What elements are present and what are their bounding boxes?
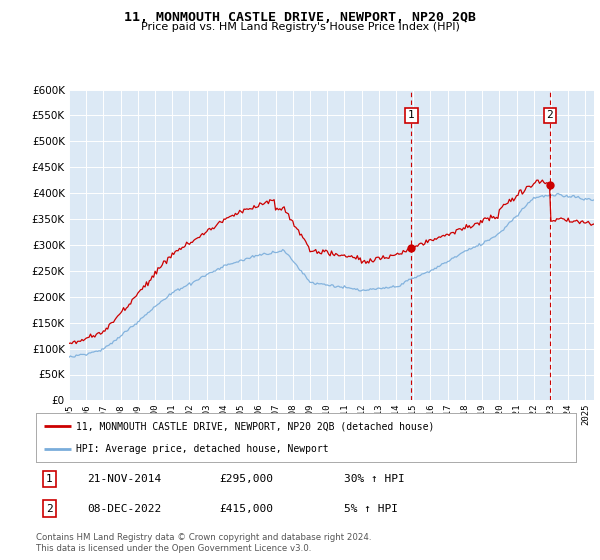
Text: 1: 1	[408, 110, 415, 120]
Text: 11, MONMOUTH CASTLE DRIVE, NEWPORT, NP20 2QB (detached house): 11, MONMOUTH CASTLE DRIVE, NEWPORT, NP20…	[77, 421, 435, 431]
Text: 2: 2	[547, 110, 553, 120]
Text: Contains HM Land Registry data © Crown copyright and database right 2024.
This d: Contains HM Land Registry data © Crown c…	[36, 533, 371, 553]
Text: Price paid vs. HM Land Registry's House Price Index (HPI): Price paid vs. HM Land Registry's House …	[140, 22, 460, 32]
Text: 5% ↑ HPI: 5% ↑ HPI	[344, 503, 398, 514]
Text: 21-NOV-2014: 21-NOV-2014	[88, 474, 161, 484]
Text: 1: 1	[46, 474, 53, 484]
Text: HPI: Average price, detached house, Newport: HPI: Average price, detached house, Newp…	[77, 444, 329, 454]
Text: £295,000: £295,000	[220, 474, 274, 484]
Text: 2: 2	[46, 503, 53, 514]
Text: 08-DEC-2022: 08-DEC-2022	[88, 503, 161, 514]
Text: 11, MONMOUTH CASTLE DRIVE, NEWPORT, NP20 2QB: 11, MONMOUTH CASTLE DRIVE, NEWPORT, NP20…	[124, 11, 476, 24]
Text: 30% ↑ HPI: 30% ↑ HPI	[344, 474, 404, 484]
Text: £415,000: £415,000	[220, 503, 274, 514]
